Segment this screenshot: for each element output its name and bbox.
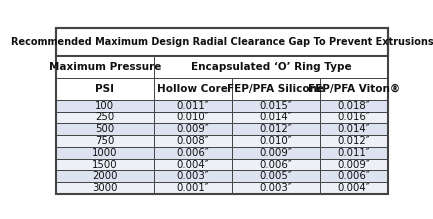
Text: 0.010″: 0.010″ — [260, 136, 292, 146]
Text: 0.009″: 0.009″ — [338, 160, 370, 170]
Bar — [56, 159, 154, 170]
Text: 0.016″: 0.016″ — [338, 112, 370, 122]
Text: 0.014″: 0.014″ — [260, 112, 292, 122]
Bar — [232, 170, 320, 182]
Text: 0.008″: 0.008″ — [177, 136, 209, 146]
Bar — [56, 56, 154, 78]
Bar — [154, 100, 232, 111]
Text: Hollow Core: Hollow Core — [158, 84, 228, 94]
Text: 0.010″: 0.010″ — [177, 112, 209, 122]
Bar — [56, 170, 154, 182]
Text: 0.004″: 0.004″ — [177, 160, 209, 170]
Text: 500: 500 — [95, 124, 114, 134]
Bar — [232, 147, 320, 159]
Bar — [154, 147, 232, 159]
Text: 0.006″: 0.006″ — [177, 148, 209, 158]
Bar — [320, 100, 388, 111]
Text: 0.018″: 0.018″ — [338, 101, 370, 111]
Bar — [320, 111, 388, 123]
Bar — [232, 135, 320, 147]
Text: 0.011″: 0.011″ — [338, 148, 370, 158]
Bar — [320, 123, 388, 135]
Text: 0.011″: 0.011″ — [177, 101, 209, 111]
Bar — [154, 56, 388, 78]
Bar — [320, 147, 388, 159]
Text: 3000: 3000 — [92, 183, 117, 193]
Bar — [154, 123, 232, 135]
Bar — [56, 135, 154, 147]
Bar — [154, 78, 232, 100]
Text: 1000: 1000 — [92, 148, 117, 158]
Bar — [232, 78, 320, 100]
Bar — [56, 111, 154, 123]
Text: Recommended Maximum Design Radial Clearance Gap To Prevent Extrusions: Recommended Maximum Design Radial Cleara… — [10, 37, 433, 47]
Bar — [56, 100, 154, 111]
Text: 100: 100 — [95, 101, 114, 111]
Bar — [154, 135, 232, 147]
Bar — [56, 182, 154, 194]
Bar — [154, 170, 232, 182]
Text: Maximum Pressure: Maximum Pressure — [48, 62, 161, 72]
Bar — [154, 111, 232, 123]
Text: 0.006″: 0.006″ — [338, 171, 370, 181]
Bar — [320, 159, 388, 170]
Text: 0.006″: 0.006″ — [260, 160, 292, 170]
Text: 2000: 2000 — [92, 171, 117, 181]
Text: 0.014″: 0.014″ — [338, 124, 370, 134]
Bar — [232, 159, 320, 170]
Text: 750: 750 — [95, 136, 114, 146]
Bar — [320, 170, 388, 182]
Bar — [320, 182, 388, 194]
Text: 0.015″: 0.015″ — [260, 101, 292, 111]
Text: 0.001″: 0.001″ — [177, 183, 209, 193]
Text: 1500: 1500 — [92, 160, 118, 170]
Text: FEP/PFA Silicone: FEP/PFA Silicone — [227, 84, 324, 94]
Text: 0.004″: 0.004″ — [338, 183, 370, 193]
Bar — [56, 147, 154, 159]
Text: 250: 250 — [95, 112, 114, 122]
Text: 0.009″: 0.009″ — [177, 124, 209, 134]
Bar — [154, 159, 232, 170]
Text: 0.012″: 0.012″ — [260, 124, 292, 134]
Bar — [56, 123, 154, 135]
Text: Encapsulated ‘O’ Ring Type: Encapsulated ‘O’ Ring Type — [191, 62, 351, 72]
Bar — [56, 78, 154, 100]
Text: 0.012″: 0.012″ — [338, 136, 370, 146]
Text: 0.003″: 0.003″ — [260, 183, 292, 193]
Bar — [320, 78, 388, 100]
Text: 0.005″: 0.005″ — [260, 171, 292, 181]
Text: 0.003″: 0.003″ — [177, 171, 209, 181]
Bar — [232, 123, 320, 135]
Text: FEP/PFA Viton®: FEP/PFA Viton® — [308, 84, 400, 94]
Text: 0.009″: 0.009″ — [260, 148, 292, 158]
Bar — [232, 182, 320, 194]
Bar — [56, 28, 388, 56]
Bar — [154, 182, 232, 194]
Bar — [232, 111, 320, 123]
Bar — [232, 100, 320, 111]
Bar — [320, 135, 388, 147]
Text: PSI: PSI — [95, 84, 114, 94]
